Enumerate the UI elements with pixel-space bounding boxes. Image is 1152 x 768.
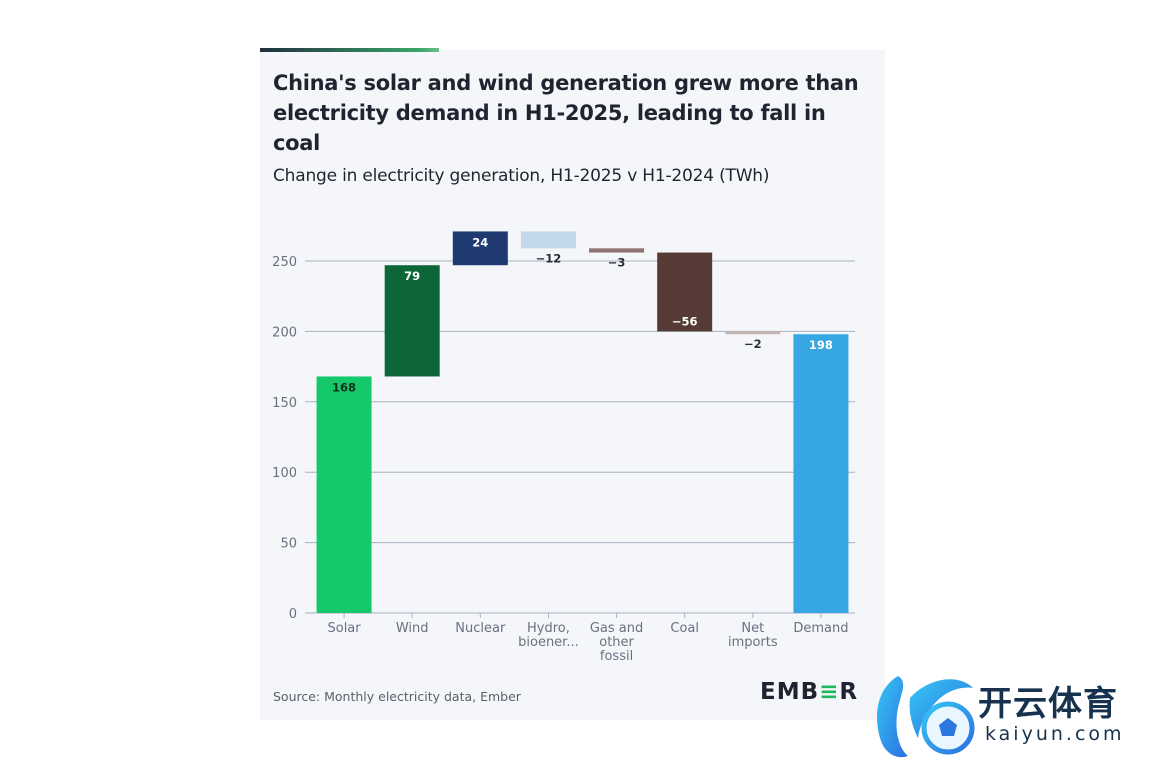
watermark-en: kaiyun.com	[985, 723, 1125, 745]
bar-net-imports	[725, 331, 781, 335]
bar-coal	[657, 252, 713, 332]
y-tick-label: 250	[272, 255, 297, 270]
x-category-label: Demand	[793, 621, 848, 636]
data-label: 198	[809, 338, 833, 352]
bar-hydro	[520, 231, 576, 249]
y-tick-label: 0	[289, 607, 297, 622]
bar-demand	[793, 334, 849, 613]
x-category-line: Solar	[327, 621, 361, 636]
x-category-label: Hydro, bioener...	[518, 621, 579, 650]
data-label: −2	[744, 337, 762, 351]
x-category-line: Gas and	[590, 621, 643, 636]
data-label: 168	[332, 380, 356, 394]
watermark-cn: 开云体育	[978, 684, 1118, 724]
x-category-line: Hydro,	[527, 621, 570, 636]
x-category-line: Net	[741, 621, 764, 636]
chart-subtitle: Change in electricity generation, H1-202…	[273, 166, 770, 186]
x-category-line: Wind	[396, 621, 429, 636]
x-category-line: Coal	[670, 621, 699, 636]
y-tick-label: 50	[280, 537, 297, 552]
kaiyun-watermark-logo-icon	[877, 676, 975, 758]
data-label: −56	[672, 314, 698, 328]
bar-wind	[384, 265, 440, 377]
bar-gas	[589, 248, 645, 253]
x-category-line: Nuclear	[455, 621, 506, 636]
x-category-label: Gas and other fossil	[590, 621, 643, 664]
x-category-line: bioener...	[518, 635, 579, 650]
bar-solar	[316, 376, 372, 613]
data-label: 24	[472, 235, 488, 249]
x-category-line: other	[599, 635, 634, 650]
source-note: Source: Monthly electricity data, Ember	[273, 689, 521, 704]
ember-logo: EMB≡R	[760, 679, 859, 705]
x-category-line: fossil	[600, 649, 633, 664]
x-category-line: imports	[728, 635, 778, 650]
data-label: −12	[536, 251, 562, 265]
x-category-line: Demand	[793, 621, 848, 636]
data-label: 79	[404, 269, 420, 283]
y-tick-label: 100	[272, 466, 297, 481]
x-category-label: Coal	[670, 621, 699, 636]
x-category-label: Wind	[396, 621, 429, 636]
y-tick-label: 200	[272, 325, 297, 340]
data-label: −3	[608, 256, 626, 270]
chart-title: China's solar and wind generation grew m…	[273, 71, 859, 155]
x-category-label: Net imports	[728, 621, 778, 650]
x-category-label: Nuclear	[455, 621, 506, 636]
x-category-label: Solar	[327, 621, 361, 636]
y-tick-label: 150	[272, 396, 297, 411]
bar-nuclear	[452, 231, 508, 266]
accent-bar	[260, 48, 439, 52]
